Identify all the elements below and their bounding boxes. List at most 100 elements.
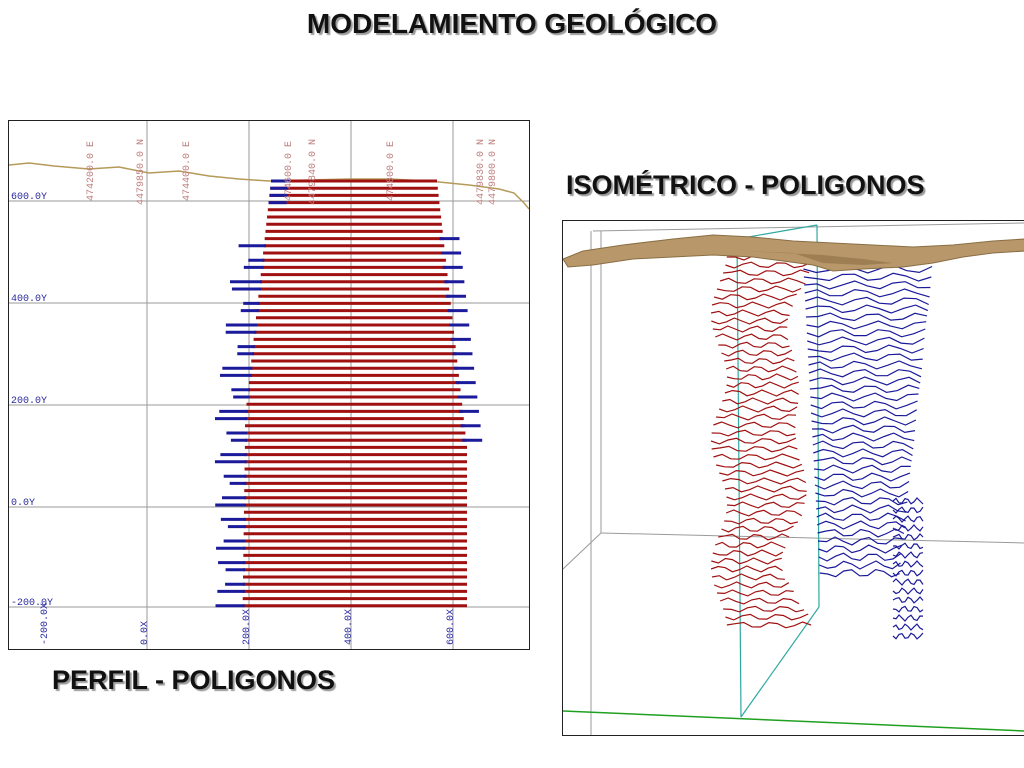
blue-polygon-outline: [819, 568, 900, 578]
box-edge: [600, 532, 1024, 544]
red-polygon-outline: [726, 373, 799, 381]
blue-polygon-outline: [805, 312, 928, 322]
red-polygon-outline: [719, 597, 800, 605]
profile-view: 474200.0 E 4479850.0 N 474400.0 E 474600…: [8, 120, 530, 650]
blue-polygon-outline: [892, 632, 924, 640]
blue-polygon-outline: [808, 360, 923, 370]
blue-polygon-outline: [892, 578, 924, 586]
red-polygon-outline: [710, 309, 790, 317]
isometric-title: ISOMÉTRICO - POLIGONOS: [566, 170, 925, 200]
x-axis-label: 200.0X: [242, 609, 253, 645]
red-polygon-outline: [716, 461, 803, 469]
red-polygon-outline: [711, 573, 785, 581]
red-polygon-outline: [713, 581, 790, 589]
topography-surface: [563, 234, 1024, 272]
blue-polygon-outline: [805, 304, 929, 314]
red-polygon-outline: [716, 589, 794, 597]
blue-polygon-outline: [814, 464, 911, 474]
red-polygon-outline: [716, 285, 802, 293]
plane-edge: [736, 238, 742, 718]
blue-polygon-outline: [813, 456, 912, 466]
blue-polygon-outline: [892, 623, 924, 631]
blue-polygon-outline: [817, 536, 904, 546]
y-axis-label: 200.0Y: [11, 396, 47, 407]
blue-polygon-outline: [816, 504, 907, 514]
red-polygon-outline: [719, 469, 805, 477]
y-axis-label: 600.0Y: [11, 192, 47, 203]
red-polygon-outline: [712, 549, 784, 557]
blue-polygon-outline: [892, 560, 924, 568]
blue-polygon-outline: [810, 392, 919, 402]
coordinate-label: 474600.0 E: [284, 141, 295, 201]
red-polygon-outline: [721, 349, 793, 357]
red-polygon-outline: [724, 389, 799, 397]
coordinate-label: 474800.0 E: [386, 141, 397, 201]
blue-polygon-outline: [892, 515, 924, 523]
red-polygon-outline: [725, 261, 812, 269]
coordinate-label: 4479850.0 N: [136, 139, 147, 205]
y-axis-label: -200.0Y: [11, 598, 53, 609]
red-polygon-outline: [715, 333, 789, 341]
blue-polygon-outline: [806, 328, 926, 338]
x-axis-label: 400.0X: [344, 609, 355, 645]
ground-line: [563, 710, 1024, 732]
blue-polygon-outline: [892, 605, 924, 613]
red-polygon-outline: [710, 565, 783, 573]
blue-polygon-outline: [807, 336, 925, 346]
blue-polygon-outline: [892, 533, 924, 541]
red-polygon-outline: [711, 557, 782, 565]
red-polygon-outline: [715, 541, 786, 549]
blue-polygon-outline: [803, 272, 932, 282]
blue-polygon-outline: [814, 480, 910, 490]
red-polygon-outline: [724, 517, 799, 525]
blue-polygon-outline: [892, 569, 924, 577]
isometric-polygons: [710, 253, 934, 640]
blue-polygon-outline: [892, 587, 924, 595]
blue-polygon-outline: [803, 264, 933, 274]
x-axis-labels: -200.0X 0.0X 200.0X 400.0X 600.0X: [40, 603, 457, 645]
topography-line: [9, 162, 529, 210]
red-polygon-outline: [726, 621, 812, 629]
red-polygon-outline: [711, 429, 796, 437]
blue-polygon-outline: [812, 432, 915, 442]
blue-polygon-outline: [810, 408, 917, 418]
red-polygon-outline: [724, 485, 807, 493]
coordinate-label: 474200.0 E: [86, 141, 97, 201]
red-polygon-outline: [711, 317, 789, 325]
red-polygon-outline: [725, 365, 797, 373]
blue-polygon-outline: [817, 528, 905, 538]
red-polygon-outline: [724, 357, 795, 365]
blue-polygon-outline: [809, 376, 921, 386]
blue-polygon-outline: [811, 416, 917, 426]
blue-polygon-outline: [807, 344, 924, 354]
red-polygon-outline: [723, 605, 805, 613]
red-polygon-outline: [726, 493, 807, 501]
x-axis-label: 0.0X: [140, 621, 151, 645]
x-axis-label: -200.0X: [40, 603, 51, 645]
blue-polygon-outline: [806, 320, 927, 330]
red-polygon-outline: [716, 413, 797, 421]
blue-polygon-outline: [804, 296, 929, 306]
red-polygon-outline: [713, 453, 800, 461]
blue-polygon-outline: [814, 472, 911, 482]
plane-edge: [740, 606, 820, 718]
blue-polygon-outline: [816, 520, 906, 530]
red-polygon-outline: [723, 269, 810, 277]
blue-polygon-outline: [804, 288, 930, 298]
red-polygon-outline: [711, 445, 798, 453]
blue-polygon-outline: [813, 448, 913, 458]
blue-polygon-outline: [819, 560, 901, 570]
section-plane: [736, 224, 820, 718]
blue-polygon-outline: [811, 424, 916, 434]
blue-polygon-outline: [892, 551, 924, 559]
red-polygon-outline: [713, 421, 796, 429]
red-polygon-outline: [711, 301, 793, 309]
y-axis-label: 0.0Y: [11, 498, 35, 509]
red-polygon-outline: [725, 613, 809, 621]
coordinate-label: 4479800.0 N: [488, 139, 499, 205]
y-axis-label: 400.0Y: [11, 294, 47, 305]
red-polygon-outline: [722, 477, 807, 485]
blue-polygon-outline: [816, 512, 906, 522]
coordinate-label: 474400.0 E: [182, 141, 193, 201]
profile-section-plot: 474200.0 E 4479850.0 N 474400.0 E 474600…: [9, 121, 529, 649]
